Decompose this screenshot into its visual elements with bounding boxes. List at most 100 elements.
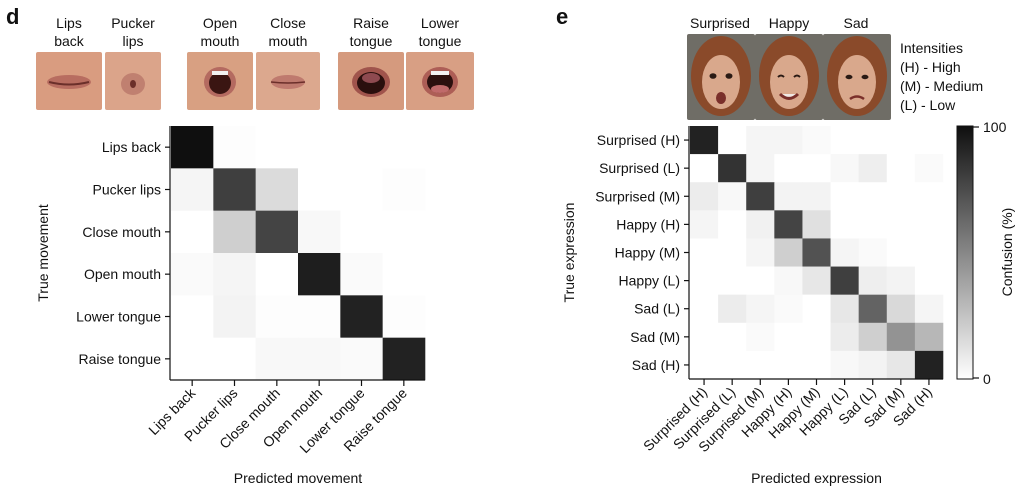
expression-cell — [802, 210, 831, 239]
expression-cell — [858, 322, 888, 352]
movement-cell — [298, 168, 341, 211]
expression-cell — [774, 210, 803, 239]
expression-row-label-surprised-m: Surprised (M) — [595, 188, 680, 204]
photo-label-lower-tongue: Lower tongue — [418, 15, 462, 49]
expression-cell — [858, 210, 888, 239]
expression-cell — [690, 182, 719, 211]
mouth-photo-close-mouth — [256, 52, 320, 110]
expression-cell — [830, 322, 859, 352]
expression-row-label-surprised-h: Surprised (H) — [597, 132, 680, 148]
intensity-low: (L) - Low — [900, 97, 956, 113]
expression-cell — [830, 210, 859, 239]
movement-y-axis-title: True movement — [35, 204, 51, 302]
movement-cell — [213, 337, 256, 381]
expression-cell — [718, 266, 747, 295]
expression-cell — [718, 154, 747, 183]
expression-cell — [718, 182, 747, 211]
movement-cell — [382, 210, 426, 254]
movement-cell — [255, 295, 299, 338]
expression-cell — [858, 266, 888, 295]
expression-cell — [886, 322, 916, 352]
expression-cell — [858, 154, 888, 183]
movement-cell — [382, 337, 426, 381]
expression-cell — [886, 294, 916, 324]
expression-cell — [746, 182, 775, 211]
panel-e-letter: e — [556, 4, 569, 29]
mouth-photo-lower-tongue — [406, 52, 474, 110]
expression-cell — [746, 126, 775, 155]
movement-cell — [213, 210, 256, 254]
movement-cell — [171, 295, 214, 338]
movement-row-label-lips-back: Lips back — [102, 139, 162, 155]
movement-cell — [255, 168, 299, 211]
face-label-happy: Happy — [768, 15, 810, 31]
expression-cell — [718, 294, 747, 324]
expression-cell — [802, 350, 831, 380]
mouth-photo-lips-back — [36, 52, 102, 110]
expression-cell — [886, 126, 916, 155]
movement-cell — [340, 253, 383, 296]
intensity-high: (H) - High — [900, 59, 961, 75]
expression-cell — [718, 126, 747, 155]
mouth-photo-raise-tongue — [338, 52, 404, 110]
expression-cell — [802, 238, 831, 267]
expression-cell — [858, 182, 888, 211]
mouth-photo-pucker-lips — [105, 52, 161, 110]
expression-cell — [774, 266, 803, 295]
movement-cell — [340, 295, 383, 338]
expression-cell — [858, 294, 888, 324]
movement-x-axis-title: Predicted movement — [234, 470, 363, 486]
expression-cell — [830, 126, 859, 155]
expression-cell — [830, 350, 859, 380]
expression-cell — [830, 294, 859, 324]
intensity-medium: (M) - Medium — [900, 78, 984, 94]
movement-cell — [255, 337, 299, 381]
expression-cell — [886, 266, 916, 295]
movement-cell — [255, 126, 299, 169]
expression-cell — [886, 350, 916, 380]
expression-cell — [746, 210, 775, 239]
expression-cell — [746, 266, 775, 295]
movement-row-label-raise-tongue: Raise tongue — [78, 351, 161, 367]
panel-d-letter: d — [6, 4, 20, 29]
face-label-surprised: Surprised — [690, 15, 750, 31]
expression-row-label-sad-m: Sad (M) — [630, 329, 680, 345]
movement-row-label-pucker-lips: Pucker lips — [93, 182, 161, 198]
expression-cell — [718, 238, 747, 267]
movement-row-label-lower-tongue: Lower tongue — [76, 309, 161, 325]
expression-cell — [774, 126, 803, 155]
expression-cell — [802, 266, 831, 295]
movement-cell — [340, 126, 383, 169]
photo-label-open-mouth: Open mouth — [200, 15, 240, 49]
movement-cell — [298, 126, 341, 169]
expression-cell — [718, 350, 747, 380]
movement-cell — [171, 337, 214, 381]
expression-cell — [746, 350, 775, 380]
expression-cell — [774, 350, 803, 380]
expression-cell — [690, 294, 719, 324]
movement-cell — [340, 168, 383, 211]
movement-cell — [171, 253, 214, 296]
expression-cell — [690, 126, 719, 155]
expression-cell — [858, 238, 888, 267]
movement-cell — [382, 253, 426, 296]
movement-cell — [213, 253, 256, 296]
expression-cell — [774, 154, 803, 183]
expression-cell — [774, 294, 803, 324]
movement-cell — [213, 168, 256, 211]
expression-cell — [690, 266, 719, 295]
colorbar-title: Confusion (%) — [999, 208, 1015, 297]
expression-cell — [746, 238, 775, 267]
photo-label-lips-back: Lips back — [54, 15, 84, 49]
expression-cell — [830, 238, 859, 267]
expression-cell — [830, 154, 859, 183]
expression-cell — [886, 238, 916, 267]
expression-cell — [914, 126, 944, 155]
expression-row-label-sad-l: Sad (L) — [634, 301, 680, 317]
movement-cell — [382, 168, 426, 211]
expression-cell — [830, 182, 859, 211]
movement-cell — [255, 210, 299, 254]
expression-cell — [718, 322, 747, 352]
expression-row-label-happy-h: Happy (H) — [616, 216, 680, 232]
